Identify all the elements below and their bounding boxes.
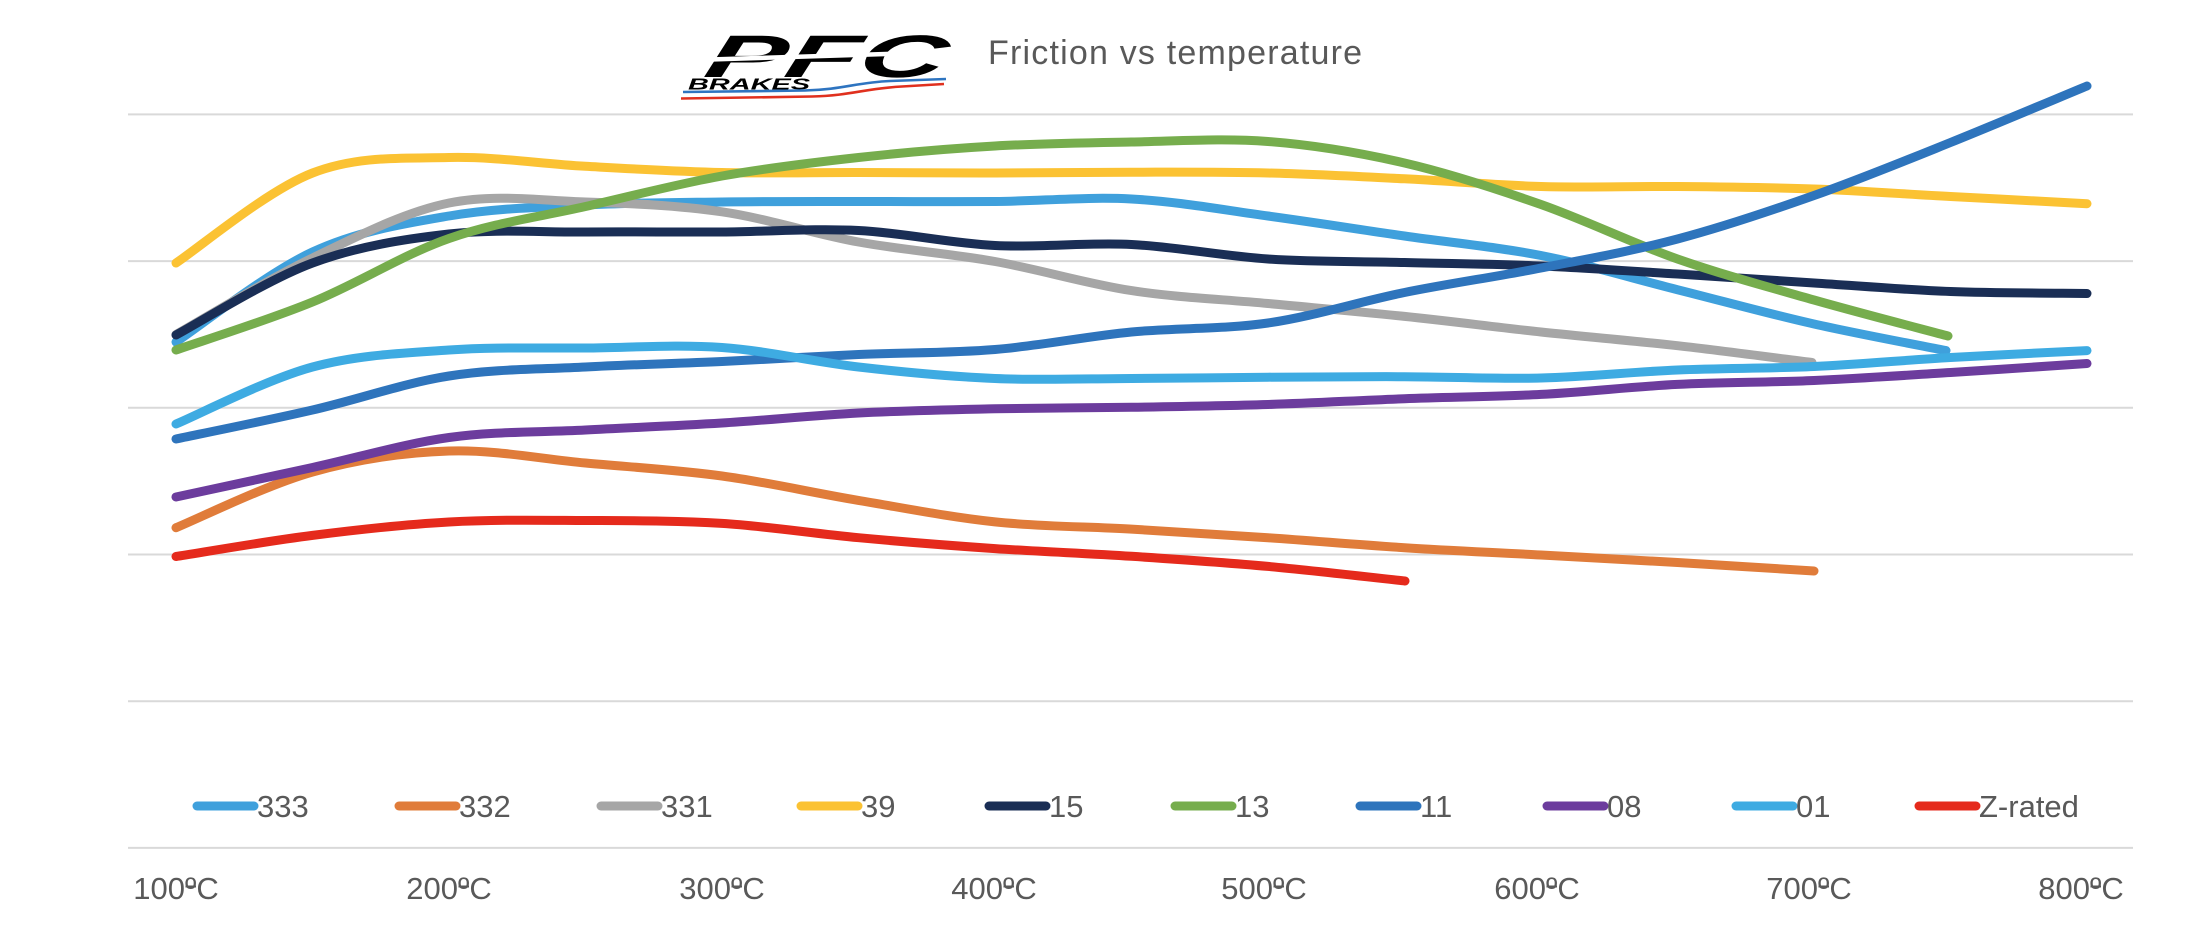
svg-text:800ºC: 800ºC — [2038, 871, 2123, 906]
svg-text:200ºC: 200ºC — [406, 871, 491, 906]
svg-text:331: 331 — [661, 789, 713, 824]
svg-text:333: 333 — [257, 789, 309, 824]
svg-text:300ºC: 300ºC — [679, 871, 764, 906]
svg-text:01: 01 — [1796, 789, 1830, 824]
svg-text:400ºC: 400ºC — [951, 871, 1036, 906]
svg-text:08: 08 — [1607, 789, 1641, 824]
svg-text:15: 15 — [1049, 789, 1083, 824]
svg-text:13: 13 — [1235, 789, 1269, 824]
svg-text:BRAKES: BRAKES — [688, 77, 811, 94]
svg-text:100ºC: 100ºC — [133, 871, 218, 906]
svg-text:Z-rated: Z-rated — [1979, 789, 2079, 824]
svg-text:Friction vs temperature: Friction vs temperature — [988, 34, 1363, 72]
svg-text:600ºC: 600ºC — [1494, 871, 1579, 906]
svg-text:11: 11 — [1420, 789, 1452, 824]
svg-text:332: 332 — [459, 789, 511, 824]
svg-text:500ºC: 500ºC — [1221, 871, 1306, 906]
svg-text:39: 39 — [861, 789, 895, 824]
svg-text:700ºC: 700ºC — [1766, 871, 1851, 906]
